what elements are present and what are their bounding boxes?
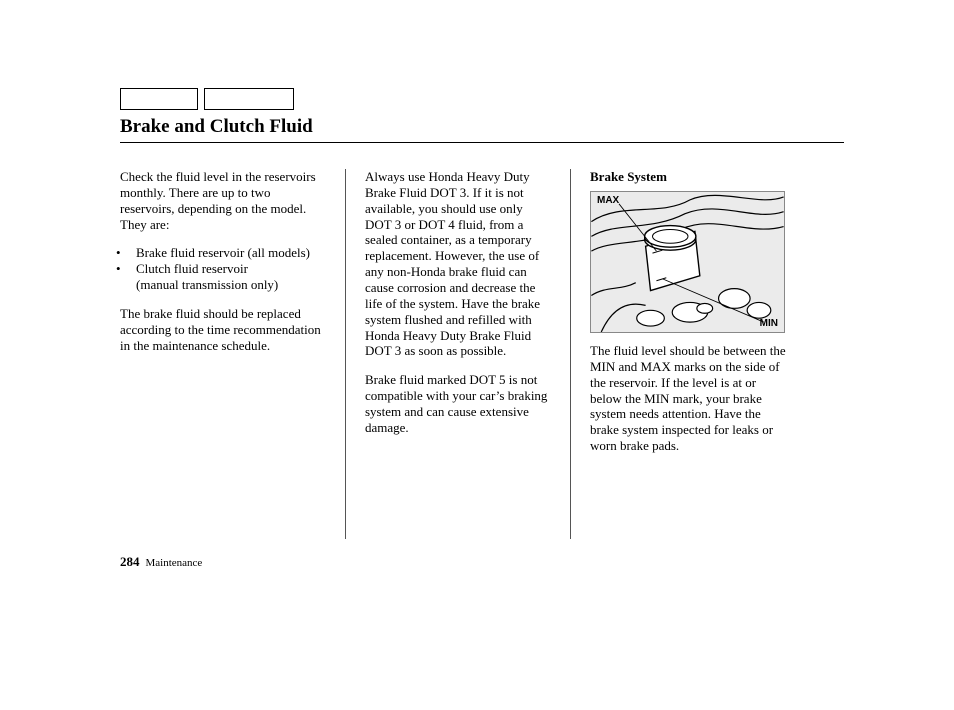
header-box-2 xyxy=(204,88,294,110)
header-index-boxes xyxy=(120,88,844,110)
figure-min-label: MIN xyxy=(760,318,778,329)
col1-paragraph-1: Check the fluid level in the reser­voirs… xyxy=(120,169,326,232)
reservoir-illustration-svg xyxy=(591,192,784,332)
manual-page: Brake and Clutch Fluid Check the fluid l… xyxy=(0,0,954,710)
footer-section-name: Maintenance xyxy=(146,557,203,569)
column-2: Always use Honda Heavy Duty Brake Fluid … xyxy=(345,169,570,539)
col3-paragraph-1: The fluid level should be between the MI… xyxy=(590,343,791,454)
col1-paragraph-2: The brake fluid should be replaced accor… xyxy=(120,306,326,354)
bullet-2-text: Clutch fluid reservoir xyxy=(136,261,248,276)
brake-reservoir-figure: MAX MIN xyxy=(590,191,785,333)
page-title: Brake and Clutch Fluid xyxy=(120,116,844,143)
column-1: Check the fluid level in the reser­voirs… xyxy=(120,169,345,539)
bullet-2-subtext: (manual transmission only) xyxy=(136,277,326,293)
bullet-item-2: • Clutch fluid reservoir(manual transmis… xyxy=(126,261,326,293)
col1-bullet-list: • Brake fluid reservoir (all models) • C… xyxy=(126,245,326,293)
page-footer: 284 Maintenance xyxy=(120,554,202,570)
bullet-item-1: • Brake fluid reservoir (all models) xyxy=(126,245,326,261)
content-columns: Check the fluid level in the reser­voirs… xyxy=(120,169,844,539)
bullet-1-text: Brake fluid reservoir (all models) xyxy=(136,245,310,260)
header-box-1 xyxy=(120,88,198,110)
figure-max-label: MAX xyxy=(597,195,619,206)
col2-paragraph-1: Always use Honda Heavy Duty Brake Fluid … xyxy=(365,169,551,359)
brake-system-heading: Brake System xyxy=(590,169,791,185)
col2-paragraph-2: Brake fluid marked DOT 5 is not compatib… xyxy=(365,372,551,435)
page-number: 284 xyxy=(120,554,140,569)
column-3: Brake System xyxy=(570,169,810,539)
